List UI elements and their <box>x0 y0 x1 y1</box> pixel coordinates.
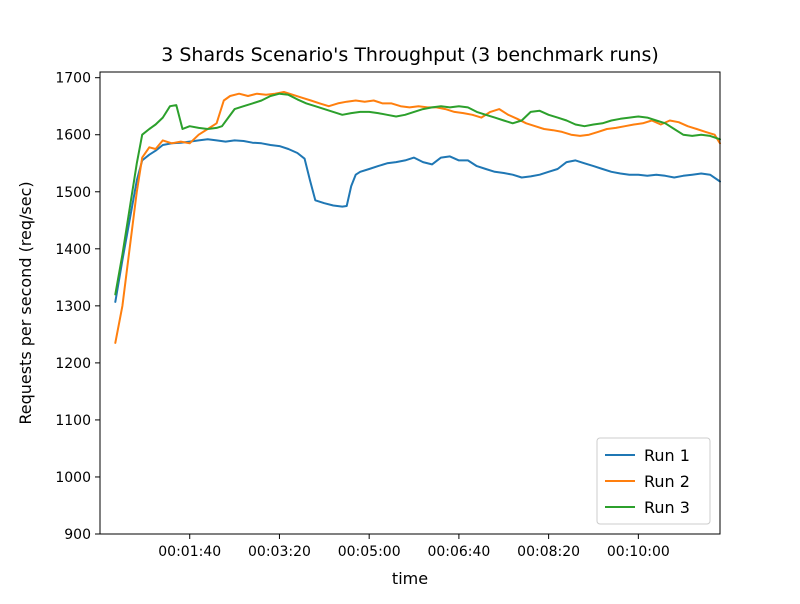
y-tick-label: 1400 <box>55 242 91 258</box>
legend-label-run-3: Run 3 <box>644 498 690 517</box>
y-axis: 900 1000 1100 1200 1300 1400 1500 1600 1700 <box>55 71 100 543</box>
x-axis: 00:01:40 00:03:20 00:05:00 00:06:40 00:08:20… <box>158 534 670 560</box>
plot-area <box>114 91 721 344</box>
y-tick-label: 1000 <box>55 470 91 486</box>
axes-frame <box>99 71 721 535</box>
legend-label-run-2: Run 2 <box>644 472 690 491</box>
x-axis-label: time <box>392 569 428 588</box>
x-tick-label: 00:08:20 <box>517 544 580 560</box>
x-tick-label: 00:06:40 <box>427 544 490 560</box>
chart-title: 3 Shards Scenario's Throughput (3 benchm… <box>161 44 659 66</box>
x-tick-label: 00:01:40 <box>158 544 221 560</box>
legend-label-run-1: Run 1 <box>644 446 690 465</box>
y-tick-label: 1200 <box>55 356 91 372</box>
y-tick-label: 1700 <box>55 71 91 87</box>
x-tick-label: 00:03:20 <box>248 544 311 560</box>
y-axis-label: Requests per second (req/sec) <box>16 181 35 424</box>
y-tick-label: 900 <box>64 527 91 543</box>
y-tick-label: 1500 <box>55 185 91 201</box>
legend: Run 1 Run 2 Run 3 <box>596 437 711 525</box>
series-line-run-2 <box>114 91 721 344</box>
series-line-run-3 <box>114 92 721 296</box>
legend-box <box>596 437 711 525</box>
series-line-run-1 <box>114 138 721 303</box>
x-tick-label: 00:10:00 <box>607 544 670 560</box>
x-tick-label: 00:05:00 <box>338 544 401 560</box>
y-tick-label: 1300 <box>55 299 91 315</box>
y-tick-label: 1600 <box>55 128 91 144</box>
y-tick-label: 1100 <box>55 413 91 429</box>
